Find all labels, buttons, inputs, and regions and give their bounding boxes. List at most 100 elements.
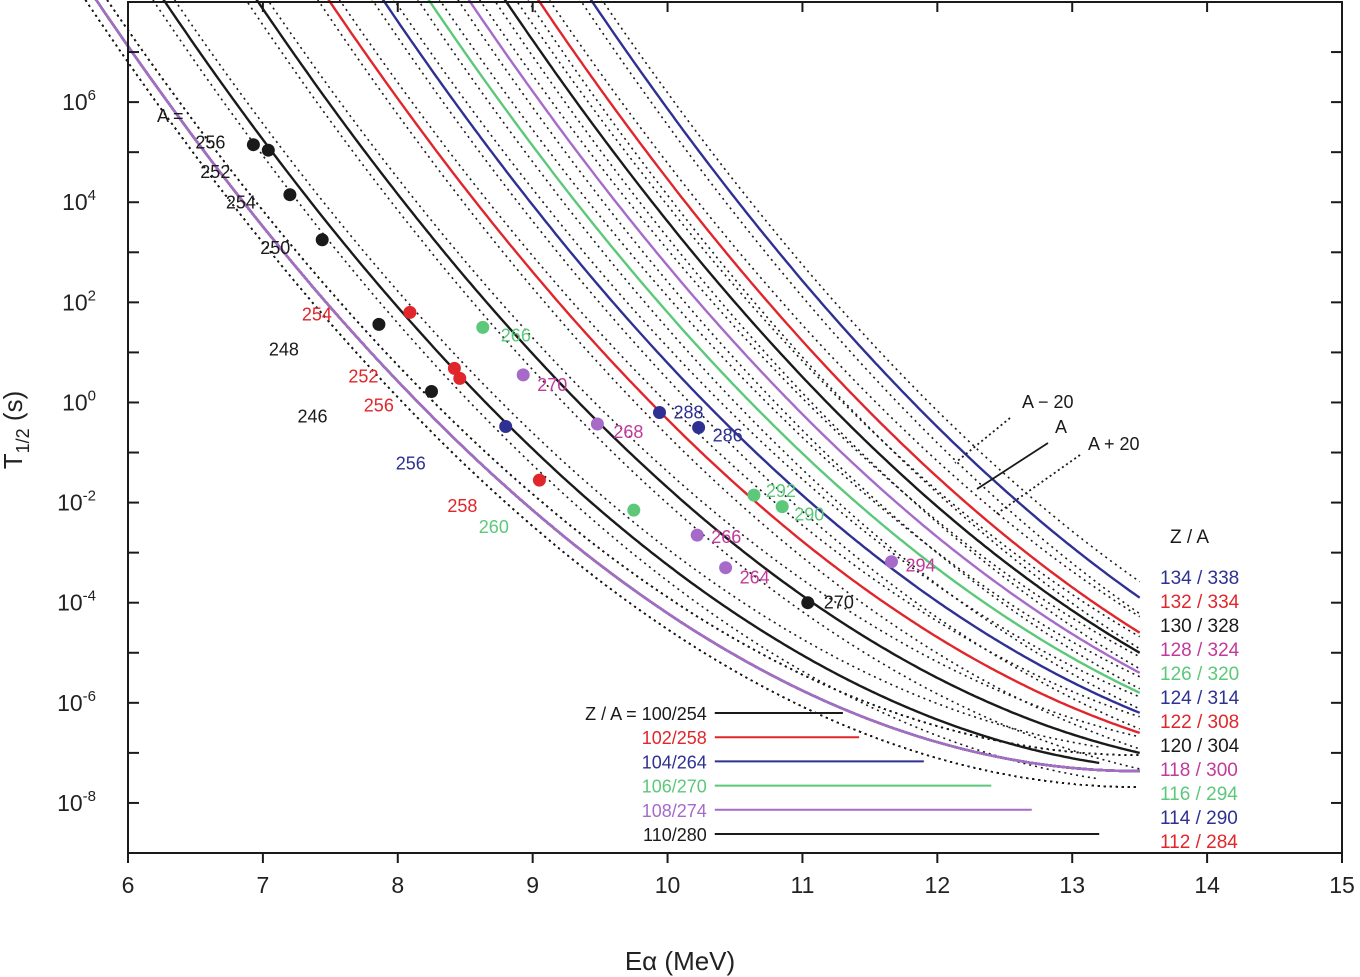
- dotted-line-130-328-1: [515, 0, 1141, 638]
- point-label-red-256: 256: [364, 395, 394, 415]
- dotted-line-134-338-0: [579, 0, 1141, 615]
- series-label-104-264: 104/264: [642, 752, 707, 772]
- dotted-line-114-290-1: [106, 0, 1140, 756]
- point-label-blue-256: 256: [396, 454, 426, 474]
- dotted-line-134-338-1: [601, 0, 1141, 583]
- data-point-black-252: [261, 143, 275, 157]
- dotted-line-116-294-1: [106, 0, 1140, 756]
- x-tick-label-14: 14: [1194, 872, 1220, 898]
- data-point-black-254: [283, 188, 297, 202]
- series-line-122-308: [327, 0, 1141, 735]
- point-label-black-248: 248: [269, 339, 299, 359]
- point-label-purple-266: 266: [711, 527, 741, 547]
- data-point-blue-256: [499, 420, 513, 433]
- dotted-line-112-284-0: [84, 0, 1140, 788]
- dotted-line-106-270-1: [106, 0, 1140, 756]
- dotted-line-100-254-0: [152, 0, 1100, 780]
- dotted-line-130-328-0: [493, 0, 1141, 670]
- legend-label-118-300: 118 / 300: [1160, 760, 1238, 781]
- x-tick-label-10: 10: [655, 872, 681, 898]
- data-point-black-250: [315, 233, 329, 247]
- data-point-green-260: [627, 503, 641, 517]
- data-point-red-254: [403, 305, 417, 319]
- series-label-108-274: 108/274: [642, 801, 707, 821]
- series-line-116-294: [94, 0, 1140, 773]
- legend-label-116-294: 116 / 294: [1160, 784, 1238, 805]
- point-label-black-256: 256: [195, 133, 225, 153]
- y-axis-title: T1/2 (s): [0, 391, 33, 469]
- series-line-130-328: [503, 0, 1141, 654]
- dotted-line-102-258-1: [106, 0, 1140, 756]
- y-tick-label-0: 100: [62, 387, 96, 415]
- data-point-black-248: [372, 317, 386, 331]
- series-lines: [94, 0, 1141, 773]
- y-tick-label--8: 10-8: [57, 788, 96, 816]
- x-tick-label-9: 9: [526, 872, 539, 898]
- legend-label-114-290: 114 / 290: [1160, 808, 1238, 829]
- series-line-124-314: [381, 0, 1141, 714]
- dotted-line-132-334-1: [548, 0, 1141, 618]
- point-label-red-258: 258: [447, 496, 477, 516]
- point-label-black-270: 270: [824, 593, 854, 613]
- series-label-100-254: Z / A = 100/254: [585, 704, 707, 724]
- point-label-black-254: 254: [226, 193, 256, 213]
- point-label-green-266: 266: [501, 325, 531, 345]
- data-point-purple-268: [590, 417, 604, 431]
- y-tick-label--4: 10-4: [57, 588, 96, 616]
- data-point-blue-286: [692, 421, 706, 434]
- point-label-black-246: 246: [298, 407, 328, 427]
- dotted-line-114-290-0: [84, 0, 1140, 788]
- data-point-purple-266: [690, 528, 704, 542]
- dotted-line-118-300-0: [84, 0, 1140, 788]
- series-line-134-338: [589, 0, 1141, 599]
- data-point-black-256: [246, 138, 260, 152]
- y-tick-label-6: 106: [62, 87, 96, 115]
- series-line-114-290: [94, 0, 1140, 773]
- data-point-blue-288: [653, 406, 666, 419]
- series-line-104-264: [94, 0, 1140, 773]
- band-label-0: A − 20: [1022, 392, 1074, 412]
- series-line-126-320: [427, 0, 1141, 694]
- dotted-line-122-308-0: [316, 0, 1140, 750]
- legend-label-124-314: 124 / 314: [1160, 688, 1240, 709]
- legend-label-128-324: 128 / 324: [1160, 640, 1240, 661]
- dotted-line-104-264-1: [106, 0, 1140, 756]
- series-label-106-270: 106/270: [642, 777, 707, 797]
- data-point-green-292: [747, 488, 761, 502]
- data-point-black-270: [801, 596, 815, 610]
- plot-frame: [127, 1, 1343, 854]
- series-line-106-270: [94, 0, 1140, 773]
- dotted-line-132-334-0: [526, 0, 1141, 650]
- point-label-red-254: 254: [302, 304, 332, 324]
- dotted-line-110-280-0: [84, 0, 1140, 788]
- dotted-line-112-284-1: [106, 0, 1140, 756]
- series-line-108-274: [94, 0, 1140, 773]
- series-line-128-324: [467, 0, 1141, 674]
- y-tick-label-4: 104: [62, 187, 96, 215]
- point-label-black-252: 252: [200, 162, 230, 182]
- dotted-line-128-324-1: [478, 0, 1141, 658]
- y-tick-label-2: 102: [62, 287, 96, 315]
- series-label-102-258: 102/258: [642, 728, 707, 748]
- dotted-line-120-304-1: [266, 0, 1140, 738]
- point-label-blue-286: 286: [713, 426, 743, 446]
- band-pointer-1: [976, 442, 1049, 490]
- legend-label-112-284: 112 / 284: [1160, 832, 1238, 853]
- data-point-black-246: [425, 385, 438, 398]
- point-label-purple-264: 264: [740, 568, 770, 588]
- dotted-line-120-304-0: [245, 0, 1140, 770]
- dotted-line-110-280-1: [106, 0, 1140, 756]
- dotted-line-106-270-0: [84, 0, 1140, 788]
- legend-labels: Z / A = 100/254 102/258 104/264 106/270 108/…: [585, 568, 1240, 853]
- legend-header: Z / A: [1170, 527, 1209, 548]
- data-point-red-252: [447, 361, 461, 375]
- legend-label-126-320: 126 / 320: [1160, 664, 1239, 685]
- band-pointer-0: [954, 417, 1011, 464]
- x-axis-title: Eα (MeV): [625, 946, 735, 976]
- series-line-110-280: [94, 0, 1140, 773]
- point-label-blue-288: 288: [674, 403, 704, 423]
- data-points: [246, 138, 898, 610]
- legend-label-134-338: 134 / 338: [1160, 568, 1239, 589]
- point-label-green-290: 290: [794, 505, 824, 525]
